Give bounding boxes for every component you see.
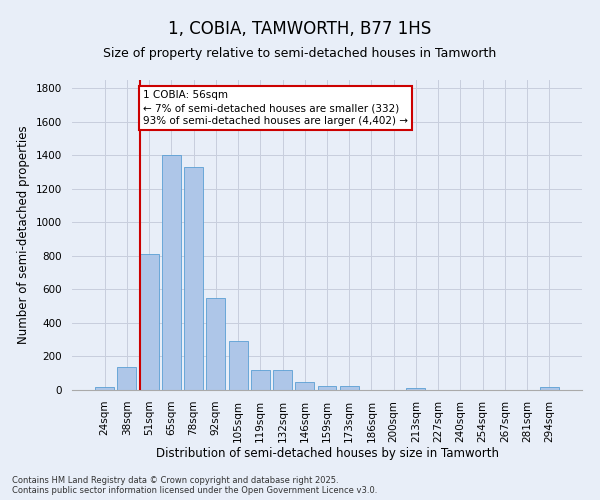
X-axis label: Distribution of semi-detached houses by size in Tamworth: Distribution of semi-detached houses by … bbox=[155, 448, 499, 460]
Bar bbox=[406, 388, 425, 390]
Bar bbox=[251, 370, 270, 390]
Bar bbox=[229, 340, 248, 390]
Bar bbox=[340, 386, 359, 390]
Bar bbox=[206, 298, 225, 390]
Text: Size of property relative to semi-detached houses in Tamworth: Size of property relative to semi-detach… bbox=[103, 48, 497, 60]
Bar bbox=[95, 386, 114, 390]
Bar bbox=[140, 254, 158, 390]
Bar bbox=[540, 388, 559, 390]
Bar bbox=[317, 386, 337, 390]
Bar bbox=[184, 167, 203, 390]
Bar bbox=[118, 366, 136, 390]
Bar bbox=[295, 382, 314, 390]
Bar bbox=[273, 370, 292, 390]
Text: 1, COBIA, TAMWORTH, B77 1HS: 1, COBIA, TAMWORTH, B77 1HS bbox=[169, 20, 431, 38]
Text: 1 COBIA: 56sqm
← 7% of semi-detached houses are smaller (332)
93% of semi-detach: 1 COBIA: 56sqm ← 7% of semi-detached hou… bbox=[143, 90, 408, 126]
Bar bbox=[162, 156, 181, 390]
Text: Contains HM Land Registry data © Crown copyright and database right 2025.
Contai: Contains HM Land Registry data © Crown c… bbox=[12, 476, 377, 495]
Y-axis label: Number of semi-detached properties: Number of semi-detached properties bbox=[17, 126, 31, 344]
